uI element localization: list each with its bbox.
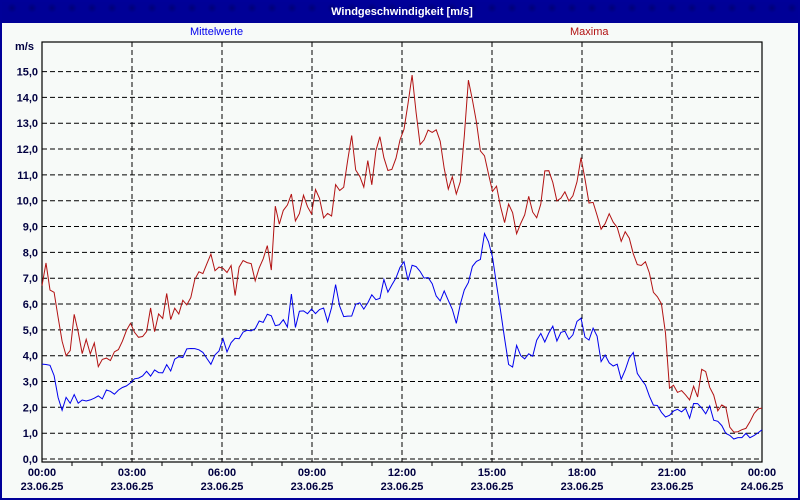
svg-text:5,0: 5,0 (23, 325, 38, 337)
svg-text:23.06.25: 23.06.25 (111, 481, 154, 493)
svg-text:23.06.25: 23.06.25 (381, 481, 424, 493)
svg-text:18:00: 18:00 (568, 467, 596, 479)
svg-text:23.06.25: 23.06.25 (21, 481, 64, 493)
svg-text:23.06.25: 23.06.25 (561, 481, 604, 493)
svg-text:13,0: 13,0 (17, 118, 38, 130)
svg-text:23.06.25: 23.06.25 (651, 481, 694, 493)
svg-text:8,0: 8,0 (23, 247, 38, 259)
svg-text:10,0: 10,0 (17, 196, 38, 208)
svg-text:4,0: 4,0 (23, 351, 38, 363)
svg-text:03:00: 03:00 (118, 467, 146, 479)
svg-text:2,0: 2,0 (23, 402, 38, 414)
svg-text:6,0: 6,0 (23, 299, 38, 311)
svg-text:21:00: 21:00 (658, 467, 686, 479)
svg-text:23.06.25: 23.06.25 (471, 481, 514, 493)
svg-text:1,0: 1,0 (23, 428, 38, 440)
svg-text:12,0: 12,0 (17, 144, 38, 156)
svg-text:23.06.25: 23.06.25 (291, 481, 334, 493)
svg-text:06:00: 06:00 (208, 467, 236, 479)
svg-text:12:00: 12:00 (388, 467, 416, 479)
svg-text:00:00: 00:00 (748, 467, 776, 479)
svg-text:14,0: 14,0 (17, 92, 38, 104)
svg-text:m/s: m/s (15, 41, 34, 53)
svg-text:23.06.25: 23.06.25 (201, 481, 244, 493)
svg-text:3,0: 3,0 (23, 377, 38, 389)
svg-text:15,0: 15,0 (17, 67, 38, 79)
svg-text:00:00: 00:00 (28, 467, 56, 479)
svg-text:9,0: 9,0 (23, 222, 38, 234)
svg-text:11,0: 11,0 (17, 170, 38, 182)
svg-text:0,0: 0,0 (23, 454, 38, 466)
svg-text:15:00: 15:00 (478, 467, 506, 479)
svg-text:7,0: 7,0 (23, 273, 38, 285)
svg-text:24.06.25: 24.06.25 (741, 481, 784, 493)
svg-text:09:00: 09:00 (298, 467, 326, 479)
